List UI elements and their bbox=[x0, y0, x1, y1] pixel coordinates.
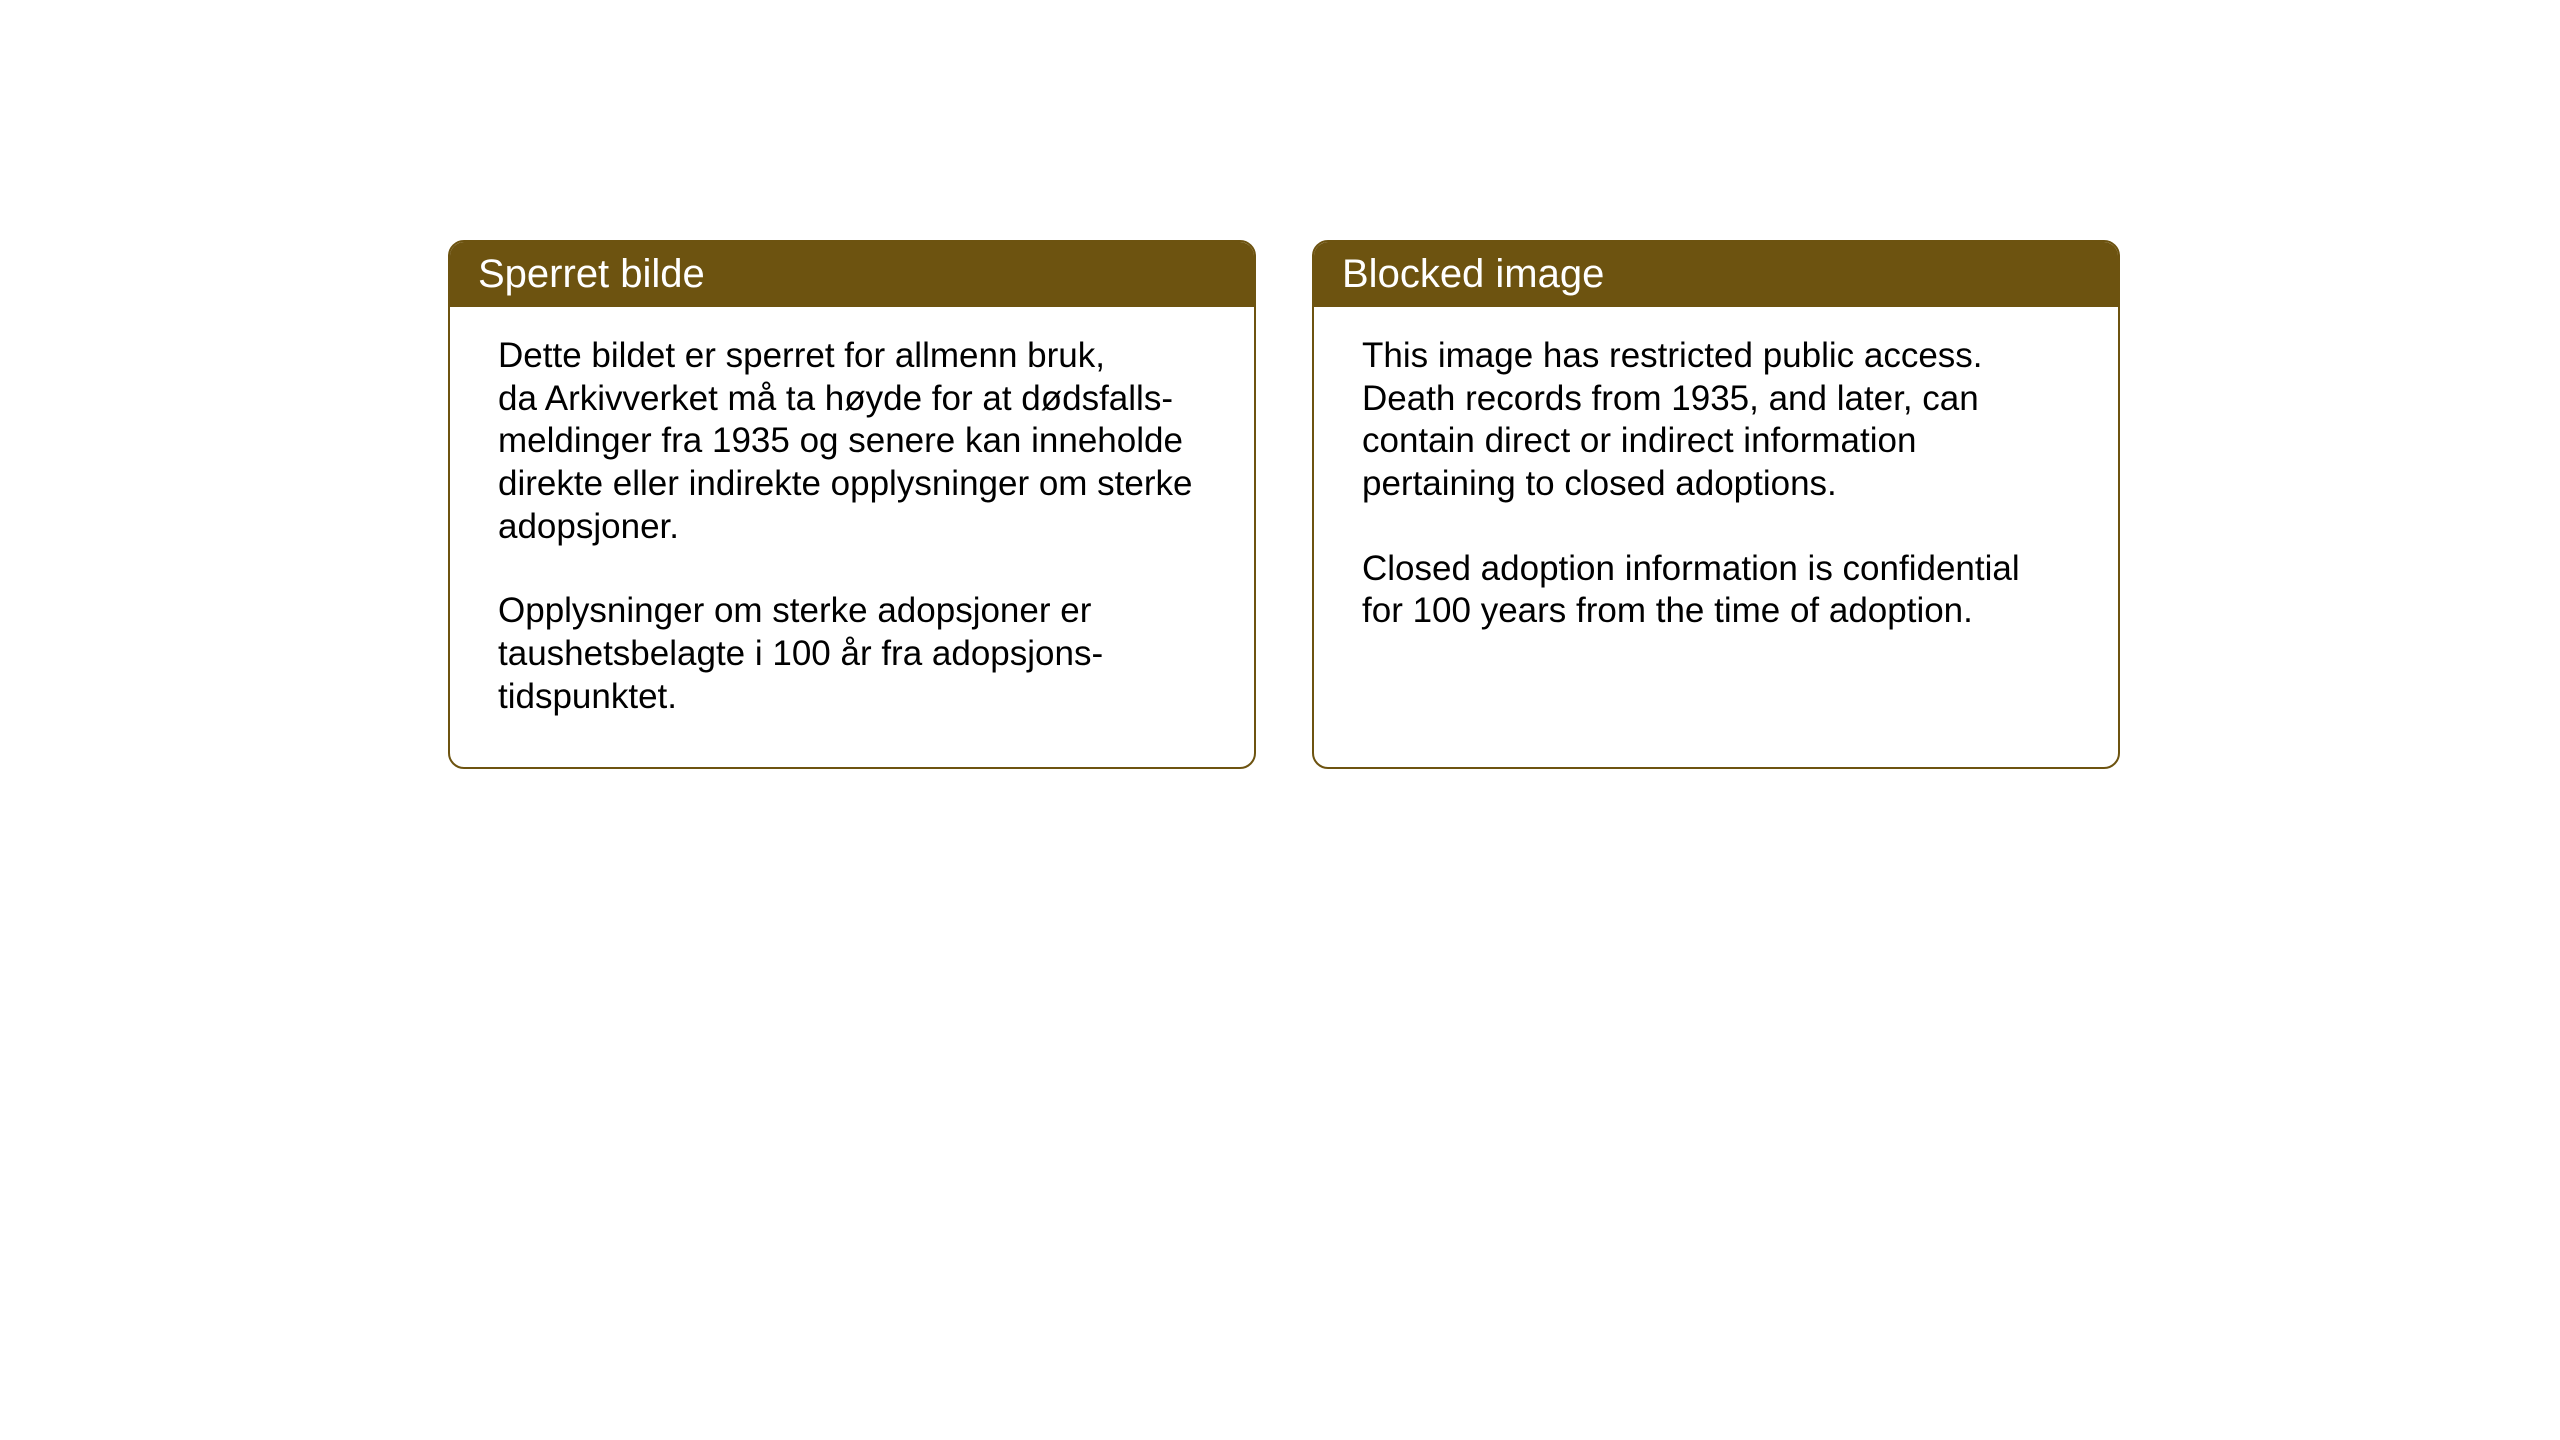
card-paragraph1-norwegian: Dette bildet er sperret for allmenn bruk… bbox=[498, 335, 1206, 548]
card-header-norwegian: Sperret bilde bbox=[450, 242, 1254, 307]
card-header-english: Blocked image bbox=[1314, 242, 2118, 307]
card-title-english: Blocked image bbox=[1342, 252, 1604, 296]
card-body-norwegian: Dette bildet er sperret for allmenn bruk… bbox=[450, 307, 1254, 767]
notice-card-english: Blocked image This image has restricted … bbox=[1312, 240, 2120, 769]
notice-cards-container: Sperret bilde Dette bildet er sperret fo… bbox=[448, 240, 2120, 769]
card-paragraph2-english: Closed adoption information is confident… bbox=[1362, 548, 2070, 633]
card-title-norwegian: Sperret bilde bbox=[478, 252, 705, 296]
card-body-english: This image has restricted public access.… bbox=[1314, 307, 2118, 747]
notice-card-norwegian: Sperret bilde Dette bildet er sperret fo… bbox=[448, 240, 1256, 769]
card-paragraph2-norwegian: Opplysninger om sterke adopsjoner er tau… bbox=[498, 590, 1206, 718]
card-paragraph1-english: This image has restricted public access.… bbox=[1362, 335, 2070, 506]
